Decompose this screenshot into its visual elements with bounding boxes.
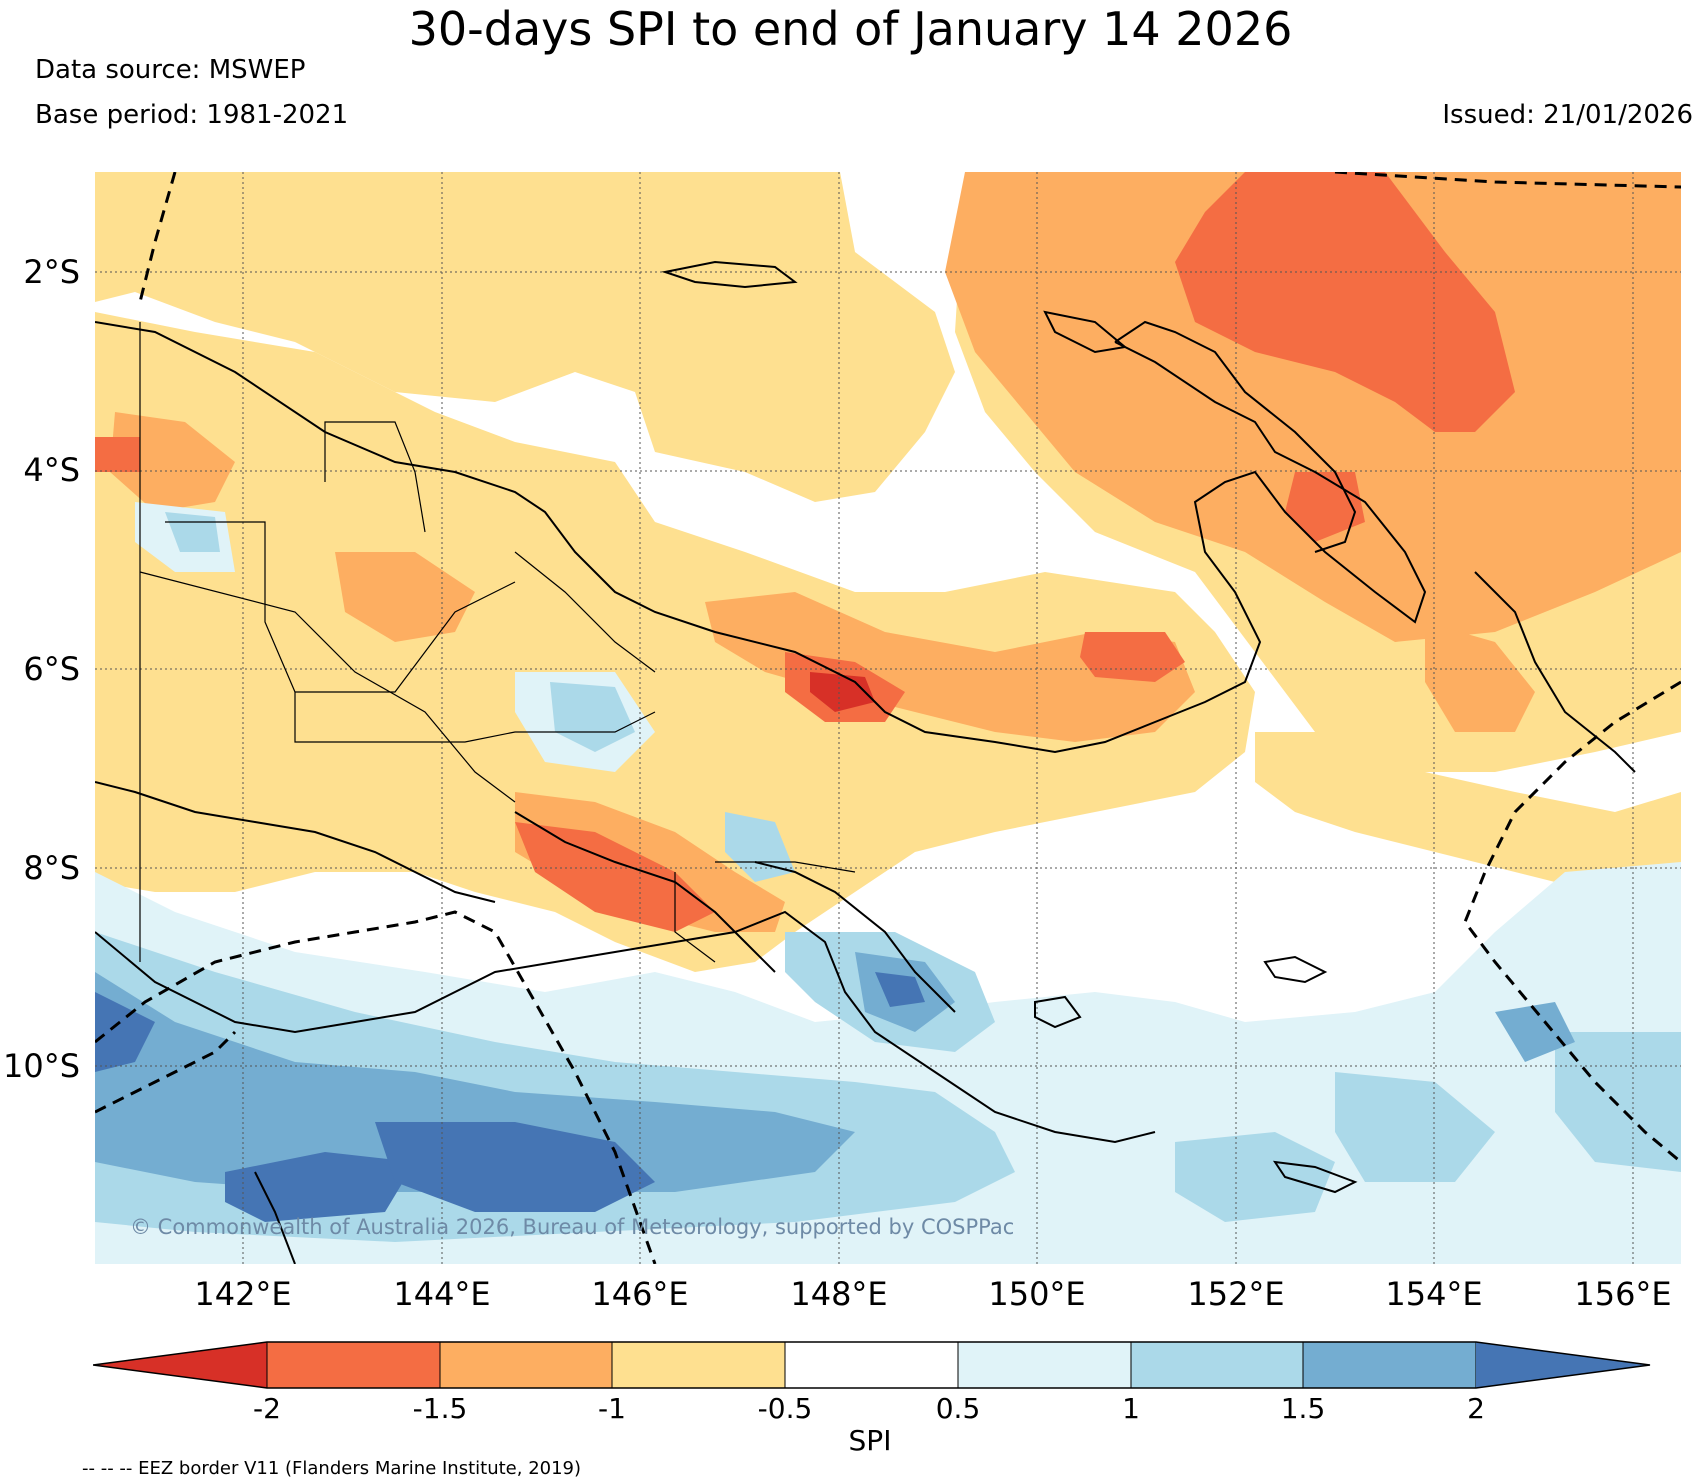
province-boundaries: [139, 322, 856, 963]
spi-map: © Commonwealth of Australia 2026, Bureau…: [95, 172, 1681, 1264]
lat-tick-label: 10°S: [2, 1047, 80, 1085]
spi-map-svg: © Commonwealth of Australia 2026, Bureau…: [95, 172, 1681, 1264]
lat-tick-label: 6°S: [23, 650, 80, 688]
lon-tick-label: 154°E: [1385, 1275, 1483, 1313]
lon-tick-label: 150°E: [988, 1275, 1086, 1313]
colorbar-segment: [439, 1341, 613, 1389]
lat-tick-label: 2°S: [23, 253, 80, 291]
colorbar-tick-label: -2: [253, 1392, 281, 1425]
colorbar-tick-label: -0.5: [757, 1392, 813, 1425]
colorbar-segment: [784, 1341, 959, 1389]
map-title: 30-days SPI to end of January 14 2026: [408, 2, 1293, 56]
data-source-text: Data source: MSWEP: [35, 55, 306, 85]
lat-tick-label: 4°S: [23, 451, 80, 489]
lon-tick-label: 142°E: [194, 1275, 292, 1313]
colorbar-tick-label: 0.5: [935, 1392, 981, 1425]
colorbar-segment: [611, 1341, 786, 1389]
issued-date-text: Issued: 21/01/2026: [1442, 100, 1693, 130]
lat-tick-label: 8°S: [23, 849, 80, 887]
colorbar-tick-label: 2: [1467, 1392, 1485, 1425]
colorbar-extend-low: [93, 1342, 267, 1388]
colorbar-tick-label: -1: [598, 1392, 626, 1425]
copyright-text: © Commonwealth of Australia 2026, Bureau…: [130, 1215, 1014, 1239]
lon-tick-label: 152°E: [1187, 1275, 1285, 1313]
spi-dry-regions: [95, 172, 1681, 972]
colorbar-tick-label: -1.5: [412, 1392, 468, 1425]
graticule: [95, 172, 1681, 1264]
colorbar-tick-label: 1: [1122, 1392, 1140, 1425]
colorbar-segment: [1130, 1341, 1304, 1389]
colorbar-segment: [1302, 1341, 1477, 1389]
lon-tick-label: 156°E: [1574, 1275, 1672, 1313]
lon-tick-label: 144°E: [393, 1275, 491, 1313]
eez-legend-note: -- -- -- EEZ border V11 (Flanders Marine…: [82, 1458, 582, 1479]
colorbar-extend-high: [1476, 1342, 1650, 1388]
colorbar-label: SPI: [848, 1424, 892, 1457]
colorbar-tick-label: 1.5: [1280, 1392, 1326, 1425]
colorbar: [93, 1341, 1651, 1389]
base-period-text: Base period: 1981-2021: [35, 100, 349, 130]
lon-tick-label: 146°E: [591, 1275, 689, 1313]
lon-tick-label: 148°E: [790, 1275, 888, 1313]
colorbar-segment: [266, 1341, 441, 1389]
coastlines: [95, 260, 1636, 1264]
eez-borders: [95, 172, 1681, 1264]
colorbar-segment: [957, 1341, 1132, 1389]
